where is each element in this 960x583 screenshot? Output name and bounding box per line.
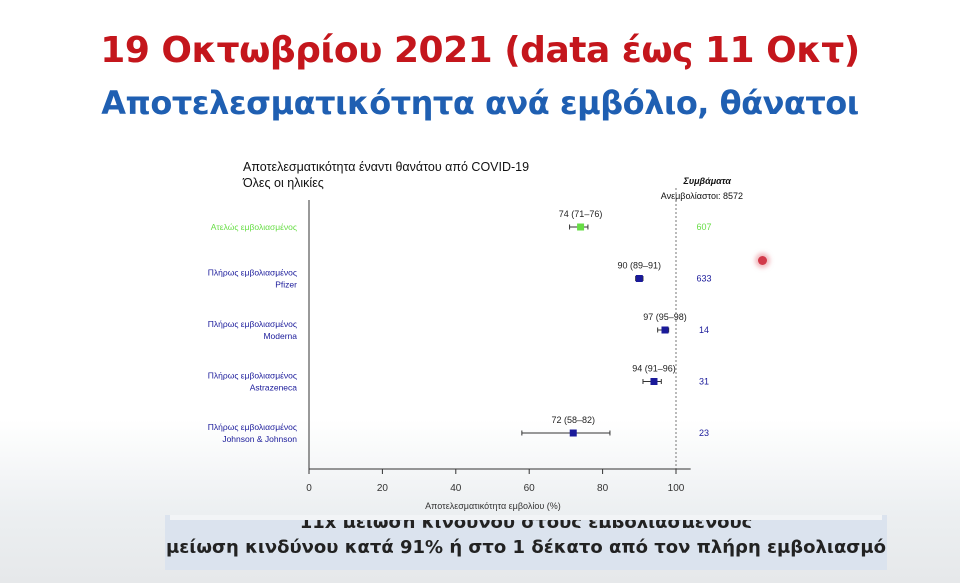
- row-sublabel: Moderna: [263, 331, 297, 341]
- cases-count: 23: [699, 428, 709, 438]
- point-estimate: [635, 275, 643, 282]
- x-axis-label: Αποτελεσματικότητα εμβολίου (%): [425, 501, 561, 511]
- cases-count: 31: [699, 377, 709, 387]
- point-estimate: [661, 326, 669, 334]
- point-estimate: [569, 429, 577, 437]
- x-tick-label: 60: [524, 483, 536, 494]
- caption-line-1: 11x μείωση κινδύνου στους εμβολιασμένους: [165, 518, 887, 528]
- x-tick-label: 100: [668, 483, 685, 494]
- row-label: Ατελώς εμβολιασμένος: [211, 222, 297, 232]
- ci-label: 90 (89–91): [618, 261, 662, 271]
- ci-label: 72 (58–82): [551, 415, 595, 425]
- row-label: Πλήρως εμβολιασμένος: [208, 371, 297, 381]
- row-sublabel: Johnson & Johnson: [222, 434, 297, 444]
- slide-subtitle: Αποτελεσματικότητα ανά εμβόλιο, θάνατοι: [101, 84, 859, 122]
- point-estimate: [577, 223, 585, 231]
- slide-title: 19 Οκτωβρίου 2021 (data έως 11 Οκτ): [100, 30, 860, 71]
- caption-box: 11x μείωση κινδύνου στους εμβολιασμένους…: [165, 515, 887, 570]
- row-sublabel: Astrazeneca: [250, 383, 298, 393]
- pointer-highlight-dot: [758, 256, 767, 265]
- x-tick-label: 40: [450, 483, 462, 494]
- ci-label: 74 (71–76): [559, 209, 603, 219]
- ci-label: 94 (91–96): [632, 364, 676, 374]
- cases-count: 607: [696, 222, 711, 232]
- caption-line-2: μείωση κινδύνου κατά 91% ή στο 1 δέκατο …: [166, 537, 886, 558]
- row-label: Πλήρως εμβολιασμένος: [208, 268, 297, 278]
- chart-subtitle: Όλες οι ηλικίες: [242, 176, 324, 190]
- cases-count: 633: [696, 274, 711, 284]
- ci-label: 97 (95–98): [643, 312, 687, 322]
- chart-panel-edge: [170, 515, 882, 520]
- x-tick-label: 0: [306, 483, 312, 494]
- row-sublabel: Pfizer: [275, 280, 297, 290]
- unvaccinated-label: Ανεμβολίαστοι: 8572: [661, 191, 743, 201]
- forest-plot: Αποτελεσματικότητα έναντι θανάτου από CO…: [208, 160, 743, 511]
- x-tick-label: 20: [377, 483, 389, 494]
- cases-header: Συμβάματα: [683, 176, 732, 186]
- row-label: Πλήρως εμβολιασμένος: [208, 319, 297, 329]
- row-label: Πλήρως εμβολιασμένος: [208, 422, 297, 432]
- chart-title: Αποτελεσματικότητα έναντι θανάτου από CO…: [243, 160, 529, 174]
- cases-count: 14: [699, 325, 709, 335]
- x-tick-label: 80: [597, 483, 609, 494]
- point-estimate: [650, 378, 658, 385]
